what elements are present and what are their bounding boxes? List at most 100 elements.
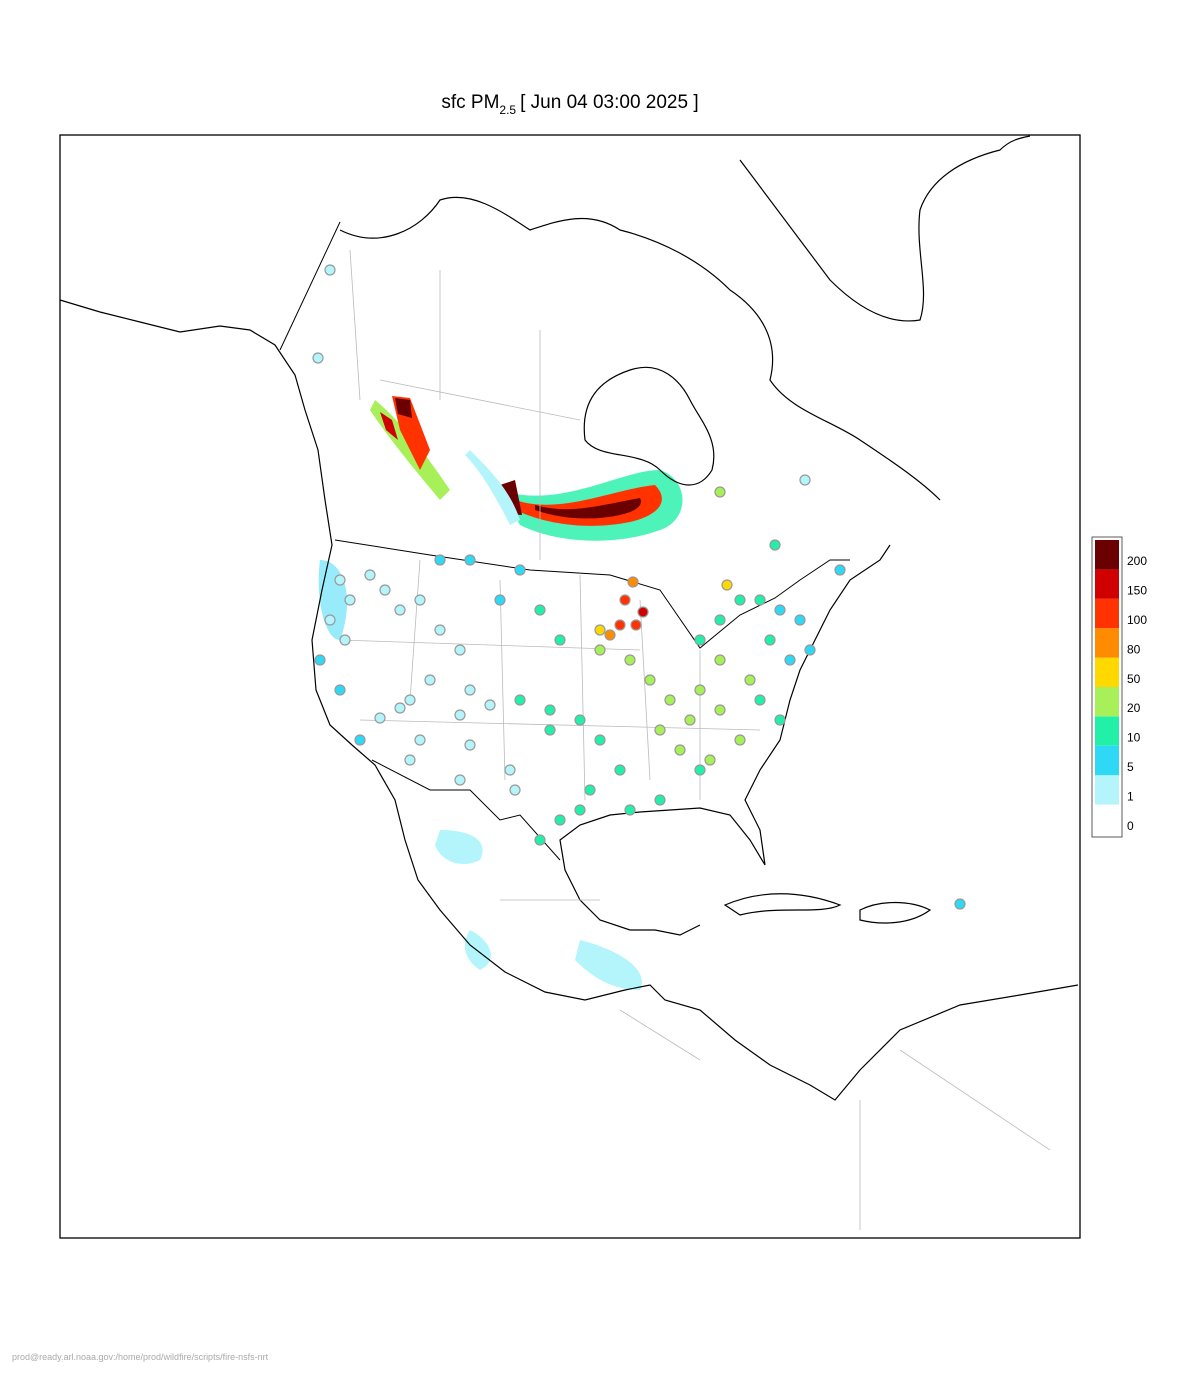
station — [312, 352, 324, 364]
station — [494, 594, 506, 606]
station — [664, 694, 676, 706]
station — [314, 654, 326, 666]
station — [594, 734, 606, 746]
hudson-bay — [583, 366, 715, 486]
station — [714, 654, 726, 666]
station — [454, 644, 466, 656]
state-lines — [339, 249, 1051, 1230]
station — [674, 744, 686, 756]
hispaniola — [859, 901, 932, 924]
station — [414, 594, 426, 606]
legend-swatch — [1095, 598, 1119, 629]
legend-label: 20 — [1127, 701, 1141, 715]
stations — [312, 264, 966, 910]
station — [654, 794, 666, 806]
station — [624, 654, 636, 666]
station — [654, 724, 666, 736]
station — [684, 714, 696, 726]
legend-label: 200 — [1127, 554, 1147, 568]
title-main: sfc PM — [441, 92, 499, 113]
station — [414, 734, 426, 746]
station — [764, 634, 776, 646]
map-title: sfc PM2.5 [ Jun 04 03:00 2025 ] — [441, 92, 698, 117]
legend-swatch — [1095, 687, 1119, 717]
station — [734, 734, 746, 746]
legend: 0 1 5 10 20 50 80 100 150 200 — [1091, 536, 1147, 838]
us-mexico-border — [371, 759, 561, 861]
legend-swatch — [1095, 775, 1119, 805]
station — [514, 694, 526, 706]
arctic-coast — [339, 196, 941, 501]
legend-swatch — [1095, 657, 1119, 687]
station — [504, 764, 516, 776]
station — [594, 644, 606, 656]
map-frame — [59, 134, 1081, 1239]
station — [604, 629, 616, 641]
station — [954, 898, 966, 910]
station — [534, 604, 546, 616]
station — [509, 784, 521, 796]
station — [694, 684, 706, 696]
station — [614, 764, 626, 776]
station — [744, 674, 756, 686]
station — [619, 594, 631, 606]
station — [379, 584, 391, 596]
station — [374, 712, 386, 724]
us-canada-border — [334, 539, 850, 649]
station — [834, 564, 846, 576]
station — [354, 734, 366, 746]
station — [721, 579, 733, 591]
station — [694, 634, 706, 646]
title-time: [ Jun 04 03:00 2025 ] — [520, 92, 699, 113]
station — [454, 774, 466, 786]
station — [324, 264, 336, 276]
legend-label: 50 — [1127, 672, 1141, 686]
legend-swatch — [1095, 569, 1119, 599]
station — [554, 634, 566, 646]
station — [514, 564, 526, 576]
station — [754, 694, 766, 706]
station — [574, 804, 586, 816]
legend-swatch — [1095, 716, 1119, 746]
station — [714, 486, 726, 498]
station — [774, 714, 786, 726]
station — [544, 704, 556, 716]
station — [799, 474, 811, 486]
coastline — [59, 299, 1079, 1101]
station — [454, 709, 466, 721]
station — [324, 614, 336, 626]
station — [394, 702, 406, 714]
station — [394, 604, 406, 616]
legend-swatch — [1095, 540, 1119, 570]
station — [630, 619, 642, 631]
station — [554, 814, 566, 826]
station — [464, 554, 476, 566]
station — [714, 614, 726, 626]
legend-label: 100 — [1127, 613, 1147, 627]
legend-swatch — [1095, 745, 1119, 776]
legend-swatch — [1095, 804, 1119, 834]
station — [344, 594, 356, 606]
gulf-coast — [559, 544, 891, 936]
station — [769, 539, 781, 551]
station — [627, 576, 639, 588]
station — [334, 684, 346, 696]
footer-path: prod@ready.arl.noaa.gov:/home/prod/wildf… — [12, 1352, 269, 1362]
station — [574, 714, 586, 726]
legend-swatch — [1095, 628, 1119, 658]
station — [774, 604, 786, 616]
smoke-plumes — [318, 396, 683, 990]
station — [694, 764, 706, 776]
map-area — [59, 134, 1081, 1239]
station — [424, 674, 436, 686]
station — [784, 654, 796, 666]
station — [644, 674, 656, 686]
station — [484, 699, 496, 711]
legend-label: 0 — [1127, 819, 1134, 833]
station — [544, 724, 556, 736]
station — [754, 594, 766, 606]
station — [804, 644, 816, 656]
station — [339, 634, 351, 646]
legend-label: 5 — [1127, 760, 1134, 774]
